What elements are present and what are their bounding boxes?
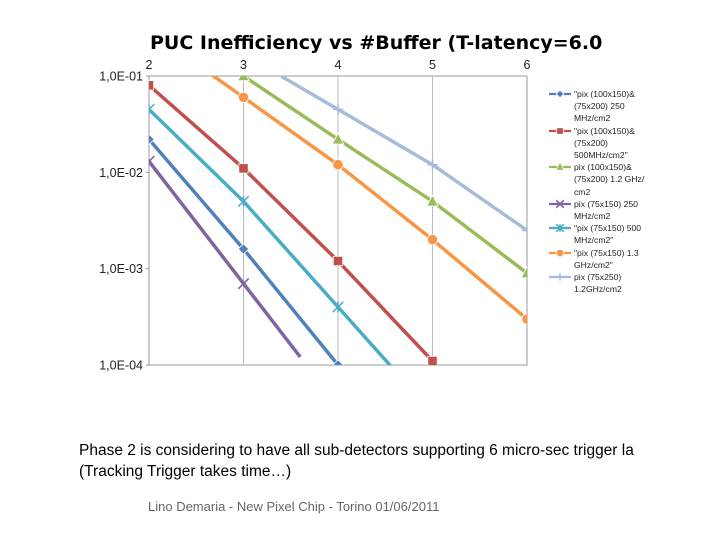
legend-item: pix (75x150) 250 MHz/cm2 bbox=[548, 198, 678, 222]
series-3 bbox=[237, 76, 527, 279]
legend-item: pix (75x250) 1.2GHz/cm2 bbox=[548, 271, 678, 295]
series-4 bbox=[149, 155, 302, 358]
data-point bbox=[332, 255, 344, 267]
legend-item: pix (100x150)& (75x200) 1.2 GHz/ cm2 bbox=[548, 161, 678, 198]
data-point bbox=[427, 355, 438, 365]
series-1 bbox=[149, 133, 344, 365]
data-point bbox=[426, 234, 439, 246]
legend-label: pix (75x250) 1.2GHz/cm2 bbox=[574, 272, 622, 295]
data-point bbox=[149, 103, 155, 116]
legend-item: "pix (100x150)& (75x200) 500MHz/cm2" bbox=[548, 125, 678, 162]
x-tick-label: 6 bbox=[524, 58, 531, 72]
legend-swatch bbox=[549, 248, 571, 257]
data-point bbox=[149, 155, 155, 168]
data-point bbox=[332, 159, 344, 171]
data-point bbox=[237, 243, 250, 255]
series-line bbox=[149, 158, 302, 358]
data-point bbox=[520, 266, 527, 279]
data-point bbox=[149, 80, 155, 91]
legend-label: "pix (75x150) 500 MHz/cm2" bbox=[574, 223, 642, 246]
data-point bbox=[332, 301, 344, 313]
legend-item: "pix (100x150)& (75x200) 250 MHz/cm2 bbox=[548, 88, 678, 125]
x-tick-label: 5 bbox=[429, 58, 436, 72]
legend-label: "pix (100x150)& (75x200) 500MHz/cm2" bbox=[574, 125, 635, 161]
x-tick-label: 3 bbox=[240, 58, 247, 72]
data-point bbox=[238, 163, 249, 174]
data-point bbox=[555, 89, 565, 99]
legend-label: pix (100x150)& (75x200) 1.2 GHz/ cm2 bbox=[574, 162, 645, 197]
data-point bbox=[332, 104, 344, 115]
data-point bbox=[555, 161, 565, 171]
data-point bbox=[332, 359, 344, 365]
data-point bbox=[237, 76, 250, 82]
series-line bbox=[149, 83, 439, 365]
legend-item: "pix (75x150) 500 MHz/cm2" bbox=[548, 222, 678, 246]
legend-label: pix (75x150) 250 MHz/cm2 bbox=[574, 198, 639, 222]
data-point bbox=[427, 159, 438, 170]
y-tick-label: 1,0E-02 bbox=[99, 166, 143, 180]
data-point bbox=[556, 273, 564, 281]
data-point bbox=[555, 199, 565, 209]
legend-swatch bbox=[549, 273, 571, 281]
series-7 bbox=[280, 76, 527, 236]
series-line bbox=[240, 76, 527, 276]
x-tick-label: 2 bbox=[146, 58, 153, 72]
caption-line-1: Phase 2 is considering to have all sub-d… bbox=[79, 442, 634, 459]
data-point bbox=[426, 194, 439, 207]
data-point bbox=[555, 223, 565, 233]
series-line bbox=[210, 76, 527, 322]
legend-swatch bbox=[549, 161, 571, 171]
legend-label: "pix (75x150) 1.3 GHz/cm2" bbox=[574, 247, 639, 270]
y-tick-label: 1,0E-03 bbox=[99, 262, 143, 276]
caption-line-2: (Tracking Trigger takes time…) bbox=[79, 463, 292, 480]
legend-item: "pix (75x150) 1.3 GHz/cm2" bbox=[548, 247, 678, 271]
data-point bbox=[556, 126, 564, 135]
data-point bbox=[237, 91, 250, 103]
legend-swatch bbox=[549, 89, 571, 99]
data-point bbox=[555, 248, 565, 257]
data-point bbox=[237, 277, 250, 290]
legend-swatch bbox=[549, 126, 571, 135]
series-6 bbox=[210, 76, 527, 325]
series-2 bbox=[149, 80, 439, 365]
series-5 bbox=[149, 103, 393, 365]
data-point bbox=[149, 133, 155, 146]
chart-title: PUC Inefficiency vs #Buffer (T-latency=6… bbox=[150, 32, 603, 54]
legend-swatch bbox=[549, 223, 571, 233]
data-point bbox=[521, 313, 527, 325]
data-point bbox=[237, 195, 250, 208]
x-tick-label: 4 bbox=[335, 58, 342, 72]
legend-swatch bbox=[549, 199, 571, 209]
y-tick-label: 1,0E-04 bbox=[99, 359, 143, 373]
slide-footer: Lino Demaria - New Pixel Chip - Torino 0… bbox=[148, 499, 440, 514]
legend-label: "pix (100x150)& (75x200) 250 MHz/cm2 bbox=[574, 89, 635, 124]
data-point bbox=[521, 225, 527, 236]
chart-legend: "pix (100x150)& (75x200) 250 MHz/cm2 "pix… bbox=[548, 88, 678, 295]
slide-caption: Phase 2 is considering to have all sub-d… bbox=[79, 440, 634, 482]
data-point bbox=[331, 132, 345, 145]
y-tick-label: 1,0E-01 bbox=[99, 70, 143, 84]
